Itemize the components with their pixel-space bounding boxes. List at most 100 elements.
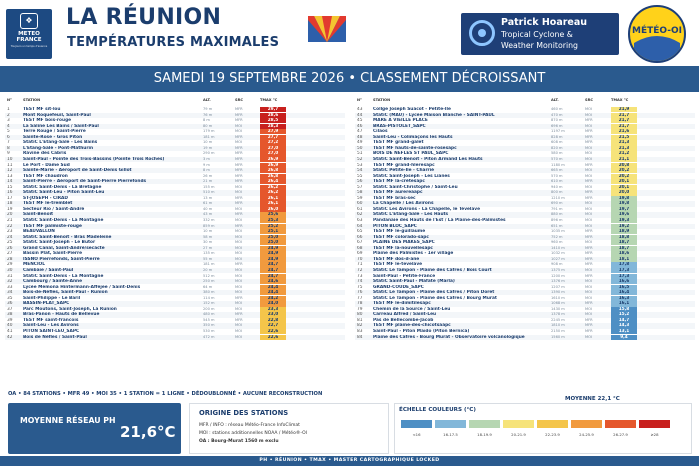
altitude-cell: 250 m bbox=[203, 279, 215, 284]
moyenne-label: MOYENNE 22,1 °C bbox=[565, 396, 620, 402]
table-row: 28 ISSNO Pierrefonds, Saint-Pierre 55 m MOI… bbox=[5, 256, 345, 263]
station-name-cell: TEST MF colorado-sapc bbox=[373, 234, 429, 240]
source-cell: MOI bbox=[585, 201, 592, 206]
scale-label: 22-23.9 bbox=[545, 432, 560, 437]
station-name-cell: Ravine des Cabris bbox=[23, 151, 67, 157]
rank-cell: 58 bbox=[357, 190, 363, 196]
station-name-cell: StatiC Saint-Paul - Mafate (Marla) bbox=[373, 279, 455, 285]
altitude-cell: 460 m bbox=[551, 107, 563, 111]
tmax-cell: 18,7 bbox=[611, 245, 637, 251]
station-name-cell: StatiC Saint-Denis - La Montagne bbox=[23, 273, 104, 279]
altitude-cell: 870 m bbox=[551, 118, 563, 123]
altitude-cell: 580 m bbox=[551, 151, 563, 156]
station-name-cell: Bois-de-Nèfles, Saint-Paul - Runion bbox=[23, 290, 108, 296]
altitude-cell: 908 m bbox=[551, 262, 563, 267]
station-name-cell: TEST MF grand-hleresapc bbox=[373, 162, 435, 168]
rank-cell: 69 bbox=[357, 251, 363, 257]
station-name-cell: Saint-Leu - Colimaçons les Hauts bbox=[373, 134, 453, 140]
table-row: 65 TEST MF le-guillaume 1035 m MFR 18,9 bbox=[355, 229, 695, 235]
source-cell: MOI bbox=[585, 112, 592, 117]
station-name-cell: BOIS DE NEFLES ST PAUL_SAPC bbox=[373, 151, 449, 157]
source-cell: MFR bbox=[585, 140, 593, 145]
col-header-tmax: TMAX °C bbox=[260, 98, 278, 102]
table-row: 61 StatiC Les Avirons - La Chapelle, le T… bbox=[355, 206, 695, 213]
table-row: 44 StatiC (MAU) - Lycée Maison Blanche - … bbox=[355, 112, 695, 118]
table-row: 70 TEST MF dos-d-ane 1027 m MFR 18,1 bbox=[355, 256, 695, 263]
station-name-cell: Saint-Leu - Les Avirons bbox=[23, 323, 79, 329]
altitude-cell: 1378 m bbox=[551, 312, 565, 317]
altitude-cell: 21 m bbox=[203, 179, 213, 184]
table-row: 40 Saint-Leu - Les Avirons 350 m MOI 22,7 bbox=[5, 323, 345, 329]
tmax-cell: 21,7 bbox=[611, 118, 637, 124]
table-row: 25 StatiC Saint-Joseph - Le Butor 30 m MOI 2… bbox=[5, 240, 345, 246]
source-cell: MFR bbox=[235, 107, 243, 111]
altitude-cell: 510 m bbox=[203, 190, 215, 195]
scale-label: 24-25.9 bbox=[579, 432, 594, 437]
tmax-cell: 26,4 bbox=[260, 179, 286, 185]
scale-swatch bbox=[537, 420, 568, 428]
station-name-cell: StatiC Saint-Joseph - Les Lianes bbox=[373, 173, 450, 179]
altitude-cell: 610 m bbox=[551, 179, 563, 184]
table-row: 57 StatiC Saint-Christophe / Saint-Leu 940… bbox=[355, 184, 695, 190]
logo-subtext: Toujours un temps d'avance bbox=[10, 45, 48, 48]
table-row: 72 StatiC Le Tampon - Plaine des Cafres /… bbox=[355, 267, 695, 274]
tmax-cell: 22,6 bbox=[260, 329, 286, 335]
rank-cell: 29 bbox=[7, 262, 13, 268]
source-cell: MOI bbox=[235, 284, 242, 289]
cyclone-icon bbox=[469, 20, 495, 46]
tmax-cell: 24,0 bbox=[260, 301, 286, 307]
rank-cell: 4 bbox=[7, 123, 10, 129]
station-name-cell: La Saline Les Bains / Saint-Paul bbox=[23, 123, 99, 129]
rank-cell: 74 bbox=[357, 279, 363, 285]
altitude-cell: 79 m bbox=[203, 107, 213, 111]
tmax-cell: 17,3 bbox=[611, 267, 637, 274]
tmax-cell: 27,7 bbox=[260, 134, 286, 140]
source-cell: MOI bbox=[235, 184, 242, 189]
tmax-cell: 26,1 bbox=[260, 201, 286, 207]
source-cell: MOI bbox=[235, 256, 242, 261]
rank-cell: 82 bbox=[357, 323, 363, 329]
source-cell: MFR bbox=[235, 134, 243, 139]
source-cell: MOI bbox=[235, 245, 242, 250]
rank-cell: 66 bbox=[357, 234, 363, 240]
rank-cell: 54 bbox=[357, 168, 363, 174]
altitude-cell: 58 m bbox=[203, 234, 213, 239]
altitude-cell: 26 m bbox=[203, 173, 213, 178]
source-cell: MOI bbox=[585, 295, 592, 300]
table-row: 6 Sainte-Rose - Gros Piton 181 m MFR 27,7 bbox=[5, 134, 345, 140]
tmax-cell: 19,2 bbox=[611, 223, 637, 229]
altitude-cell: 350 m bbox=[203, 323, 215, 328]
rank-cell: 28 bbox=[7, 256, 13, 262]
table-row: 64 PITON BLOC_SAPC 651 m MOI 19,2 bbox=[355, 223, 695, 229]
station-name-cell: TEST MF bois-rouge bbox=[23, 118, 72, 124]
altitude-cell: 828 m bbox=[551, 134, 563, 139]
source-cell: MFR bbox=[235, 195, 243, 200]
rank-cell: 57 bbox=[357, 184, 363, 190]
tmax-cell: 25,3 bbox=[260, 218, 286, 224]
table-row: 66 TEST MF colorado-sapc 752 m MFR 18,8 bbox=[355, 234, 695, 240]
altitude-cell: 1032 m bbox=[551, 251, 565, 256]
tmax-cell: 15,2 bbox=[611, 312, 637, 318]
source-cell: MFR bbox=[235, 317, 243, 322]
altitude-cell: 13 m bbox=[203, 195, 213, 200]
rank-cell: 48 bbox=[357, 134, 363, 140]
table-row: 30 Cambaie / Saint-Paul 20 m MOI 24,7 bbox=[5, 267, 345, 274]
altitude-cell: 61 m bbox=[203, 201, 213, 206]
source-cell: MOI bbox=[235, 240, 242, 245]
scale-label: 18-19.9 bbox=[477, 432, 492, 437]
scale-swatch bbox=[401, 420, 432, 428]
table-row: 43 Collge Joseph Suacot - Petite-Ile 460 m… bbox=[355, 107, 695, 113]
source-cell: MFR bbox=[585, 129, 593, 134]
altitude-cell: 696 m bbox=[551, 123, 563, 128]
altitude-cell: 800 m bbox=[551, 190, 563, 195]
rank-cell: 63 bbox=[357, 218, 363, 223]
tmax-cell: 21,5 bbox=[611, 134, 637, 140]
station-name-cell: PITON BLOC_SAPC bbox=[373, 223, 417, 229]
table-row: 56 TEST MF la-crétesapc 610 m MFR 20,1 bbox=[355, 179, 695, 185]
rank-cell: 75 bbox=[357, 284, 363, 290]
rank-cell: 70 bbox=[357, 256, 363, 262]
station-name-cell: Terre Rouge / Saint-Pierre bbox=[23, 129, 86, 135]
table-row: 27 Bassin Plat, Saint-Pierre 135 m MOI 24,9 bbox=[5, 251, 345, 257]
table-row: 51 BOIS DE NEFLES ST PAUL_SAPC 580 m MOI 21,… bbox=[355, 151, 695, 157]
source-cell: MOI bbox=[235, 218, 242, 222]
